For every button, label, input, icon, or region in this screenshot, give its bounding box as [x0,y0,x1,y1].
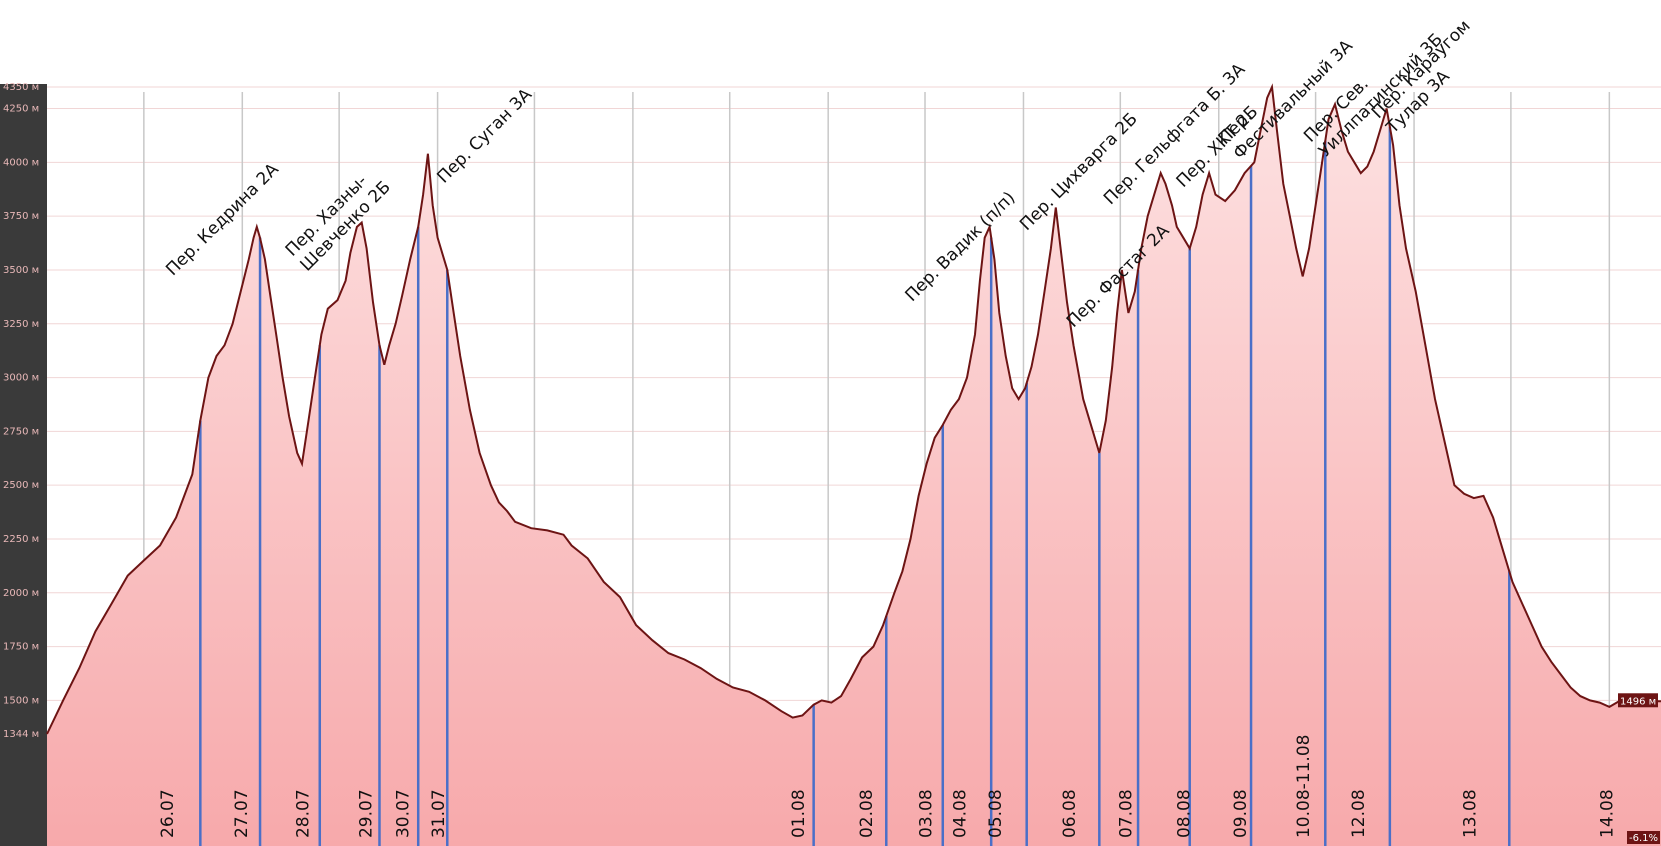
date-label: 28.07 [293,789,313,838]
date-label: 09.08 [1231,789,1251,838]
day-markers [199,126,1511,846]
pass-label: Пер. Суган 3А [433,85,536,188]
date-label: 31.07 [429,789,449,838]
y-tick-label: 3500 м [3,265,39,276]
y-tick-label: 1500 м [3,695,39,706]
y-tick-label: 2250 м [3,534,39,545]
y-tick-label: 1750 м [3,642,39,653]
date-label: 30.07 [394,789,414,838]
y-axis-labels: 4350 м 4250 м 4000 м 3750 м 3500 м 3250 м 3000… [3,82,39,740]
end-value-text: 1496 м [1620,696,1656,707]
end-value-badge [1618,693,1658,708]
date-label: 08.08 [1175,789,1195,838]
elevation-line [46,83,1661,735]
date-label: 12.08 [1349,789,1369,838]
y-tick-label: 1344 м [3,729,39,740]
date-label: 29.07 [356,789,376,838]
corner-badge [1627,831,1660,844]
y-tick-label: 3000 м [3,373,39,384]
date-label: 05.08 [986,789,1006,838]
y-tick-label: 2000 м [3,588,39,599]
date-label: 03.08 [916,789,936,838]
date-labels: 26.07 27.07 28.07 29.07 30.07 31.07 01.08 02.08… [158,735,1618,838]
y-tick-label: 4250 м [3,104,39,115]
y-tick-label: 3250 м [3,319,39,330]
date-label: 02.08 [857,789,877,838]
corner-badge-text: -6.1% [1629,833,1658,844]
value-badges: 1496 м -6.1% [1618,693,1660,844]
date-label: 01.08 [789,789,809,838]
date-label: 10.08-11.08 [1294,735,1314,838]
date-label: 04.08 [950,789,970,838]
y-tick-label: 4000 м [3,157,39,168]
date-label: 26.07 [158,789,178,838]
pass-label: Пер. Хазны-Шевченко 2Б [282,162,395,275]
date-label: 14.08 [1598,789,1618,838]
date-label: 07.08 [1117,789,1137,838]
y-tick-label: 2750 м [3,426,39,437]
axis-panel [0,84,47,846]
date-label: 06.08 [1060,789,1080,838]
date-label: 27.07 [232,789,252,838]
y-tick-label: 2500 м [3,480,39,491]
date-label: 13.08 [1460,789,1480,838]
y-tick-label: 3750 м [3,211,39,222]
pass-label: Пер. Вадик (п/п) [901,188,1019,306]
elevation-area [47,87,1661,846]
y-tick-label: 4350 м [3,82,39,93]
